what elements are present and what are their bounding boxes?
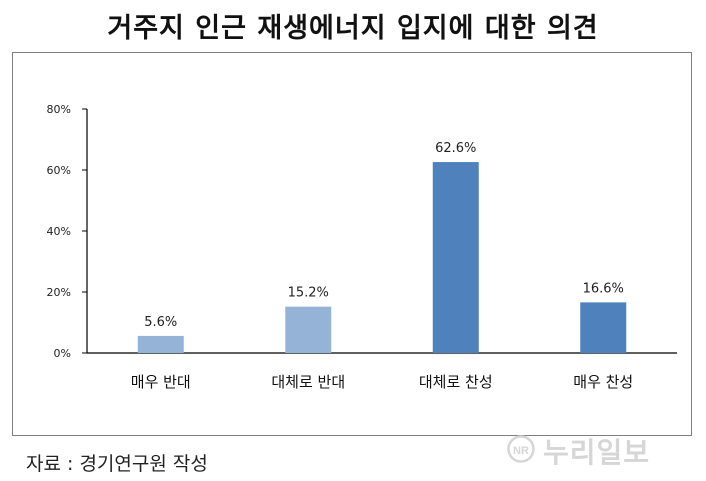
- source-note: 자료 : 경기연구원 작성: [26, 453, 208, 475]
- data-label: 62.6%: [435, 141, 476, 156]
- chart-frame: 0% 20% 40% 60% 80% 5.6% 15.2% 62.6% 16.6% 매우 반대…: [12, 52, 692, 436]
- category-labels: 매우 반대 대체로 반대 대체로 찬성 매우 찬성: [131, 373, 633, 391]
- bar-chart: 0% 20% 40% 60% 80% 5.6% 15.2% 62.6% 16.6% 매우 반대…: [47, 103, 677, 391]
- data-label: 5.6%: [144, 315, 177, 330]
- watermark-text: 누리일보: [543, 436, 651, 469]
- y-tick-label: 20%: [47, 286, 71, 299]
- bar: [432, 162, 479, 353]
- x-tick-label: 매우 반대: [131, 373, 191, 391]
- bar: [285, 306, 332, 353]
- x-tick-label: 대체로 찬성: [419, 373, 493, 391]
- y-tick-label: 60%: [47, 164, 71, 177]
- x-tick-label: 대체로 반대: [271, 373, 345, 391]
- data-labels: 5.6% 15.2% 62.6% 16.6%: [144, 141, 624, 330]
- watermark-logo-icon: NR: [507, 435, 535, 463]
- watermark: NR 누리일보: [503, 429, 693, 469]
- y-tick-label: 0%: [54, 347, 71, 360]
- bar: [580, 302, 627, 353]
- data-label: 15.2%: [288, 286, 329, 301]
- y-tick-label: 80%: [47, 103, 71, 116]
- svg-text:NR: NR: [513, 445, 529, 457]
- y-axis: 0% 20% 40% 60% 80%: [47, 103, 88, 360]
- x-tick-label: 매우 찬성: [573, 373, 633, 391]
- y-tick-label: 40%: [47, 225, 71, 238]
- data-label: 16.6%: [583, 281, 624, 296]
- bar: [137, 335, 184, 353]
- chart-title: 거주지 인근 재생에너지 입지에 대한 의견: [107, 13, 599, 44]
- bars: [137, 162, 627, 353]
